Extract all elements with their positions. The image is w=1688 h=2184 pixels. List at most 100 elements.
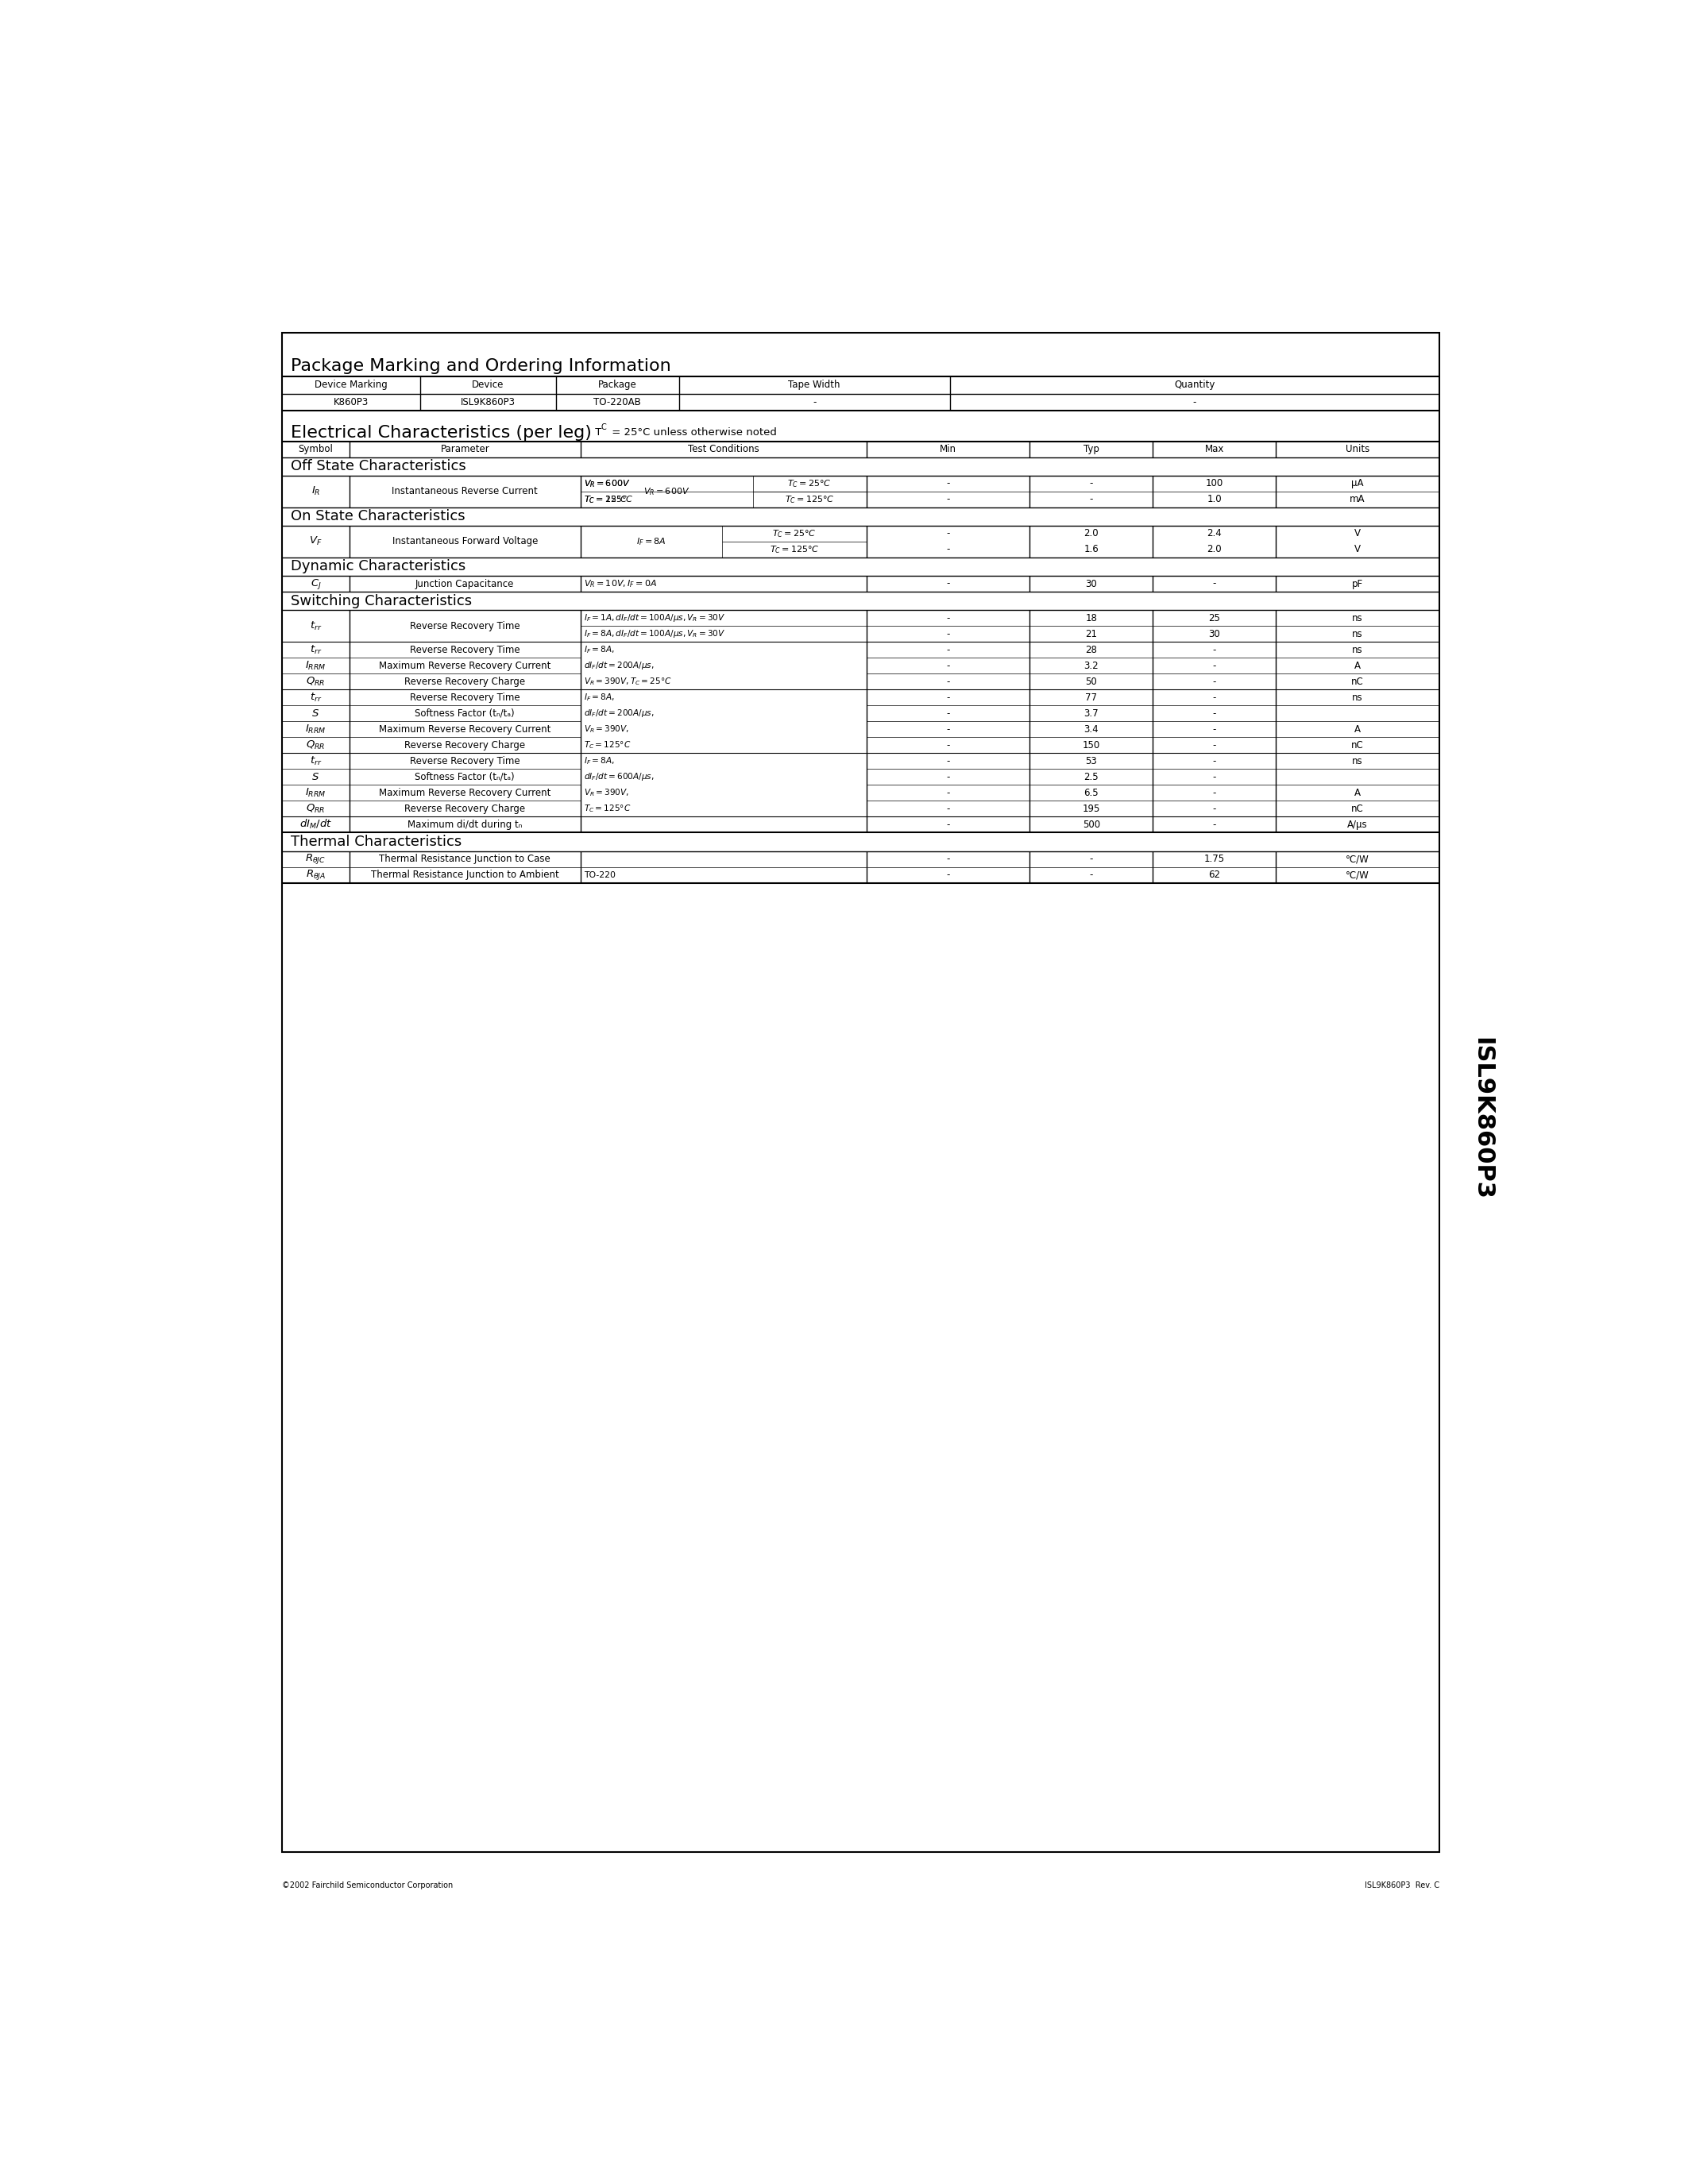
Text: $T_C = 25°C$: $T_C = 25°C$ [771,529,817,539]
Text: Maximum Reverse Recovery Current: Maximum Reverse Recovery Current [380,725,550,734]
Text: -: - [812,397,815,406]
Text: 1.6: 1.6 [1084,544,1099,555]
Bar [282,332,1440,1852]
Text: -: - [947,804,950,815]
Text: -: - [947,756,950,767]
Text: -: - [947,692,950,703]
Text: -: - [947,819,950,830]
Text: 28: 28 [1085,644,1097,655]
Text: -: - [1212,756,1215,767]
Text: A/μs: A/μs [1347,819,1367,830]
Text: -: - [1212,677,1215,686]
Text: Device: Device [473,380,505,391]
Text: $V_F$: $V_F$ [309,535,322,548]
Text: ns: ns [1352,644,1362,655]
Text: $I_F = 8A, dI_F/dt = 100A/μs, V_R = 30V$: $I_F = 8A, dI_F/dt = 100A/μs, V_R = 30V$ [584,629,726,640]
Text: A: A [1354,788,1361,797]
Text: $T_C = 25°C$: $T_C = 25°C$ [584,494,628,505]
Text: Instantaneous Forward Voltage: Instantaneous Forward Voltage [392,537,538,546]
Text: -: - [1212,579,1215,590]
Text: $T_C = 125°C$: $T_C = 125°C$ [584,740,631,751]
Text: $V_R = 600V$: $V_R = 600V$ [584,478,631,489]
Text: Device Marking: Device Marking [314,380,388,391]
Text: Reverse Recovery Time: Reverse Recovery Time [410,756,520,767]
Text: $V_R = 600V$: $V_R = 600V$ [584,478,631,489]
Text: -: - [947,478,950,489]
Text: Reverse Recovery Charge: Reverse Recovery Charge [405,804,525,815]
Text: Softness Factor (tₙ/tₐ): Softness Factor (tₙ/tₐ) [415,771,515,782]
Text: ©2002 Fairchild Semiconductor Corporation: ©2002 Fairchild Semiconductor Corporatio… [282,1883,452,1889]
Text: Tape Width: Tape Width [788,380,841,391]
Text: pF: pF [1352,579,1364,590]
Text: Reverse Recovery Time: Reverse Recovery Time [410,620,520,631]
Text: 150: 150 [1082,740,1101,751]
Text: 30: 30 [1085,579,1097,590]
Text: $I_F = 1A, dI_F/dt = 100A/μs, V_R = 30V$: $I_F = 1A, dI_F/dt = 100A/μs, V_R = 30V$ [584,612,726,625]
Text: ns: ns [1352,692,1362,703]
Text: $T_C = 25°C$: $T_C = 25°C$ [788,478,832,489]
Text: $V_R = 390V, T_C = 25°C$: $V_R = 390V, T_C = 25°C$ [584,677,672,688]
Text: $V_R = 390V,$: $V_R = 390V,$ [584,788,630,799]
Text: 77: 77 [1085,692,1097,703]
Text: -: - [947,644,950,655]
Text: 500: 500 [1082,819,1101,830]
Text: V: V [1354,544,1361,555]
Text: -: - [1212,644,1215,655]
Text: 100: 100 [1205,478,1224,489]
Text: Quantity: Quantity [1175,380,1215,391]
Text: 3.7: 3.7 [1084,708,1099,719]
Text: K860P3: K860P3 [334,397,368,406]
Text: $t_{rr}$: $t_{rr}$ [309,620,322,631]
Text: -: - [1090,854,1094,865]
Text: Symbol: Symbol [299,443,333,454]
Text: -: - [1212,819,1215,830]
Text: Dynamic Characteristics: Dynamic Characteristics [290,559,466,574]
Text: Off State Characteristics: Off State Characteristics [290,459,466,474]
Text: $I_{RRM}$: $I_{RRM}$ [306,786,326,799]
Text: -: - [947,529,950,539]
Text: C: C [601,424,606,430]
Text: -: - [947,544,950,555]
Text: $R_{\theta JC}$: $R_{\theta JC}$ [306,852,326,865]
Text: Test Conditions: Test Conditions [689,443,760,454]
Text: $t_{rr}$: $t_{rr}$ [309,692,322,703]
Text: $R_{\theta JA}$: $R_{\theta JA}$ [306,867,326,882]
Text: 18: 18 [1085,614,1097,622]
Text: -: - [947,869,950,880]
Text: -: - [1212,804,1215,815]
Text: Maximum Reverse Recovery Current: Maximum Reverse Recovery Current [380,788,550,797]
Text: ns: ns [1352,614,1362,622]
Text: -: - [947,660,950,670]
Text: $T_C = 125°C$: $T_C = 125°C$ [584,494,635,505]
Text: -: - [1212,708,1215,719]
Text: Electrical Characteristics (per leg): Electrical Characteristics (per leg) [290,424,592,441]
Text: A: A [1354,660,1361,670]
Text: $Q_{RR}$: $Q_{RR}$ [306,738,326,751]
Text: V: V [1354,529,1361,539]
Text: $Q_{RR}$: $Q_{RR}$ [306,804,326,815]
Text: Switching Characteristics: Switching Characteristics [290,594,473,607]
Text: ns: ns [1352,629,1362,640]
Text: 6.5: 6.5 [1084,788,1099,797]
Text: -: - [947,677,950,686]
Text: $S$: $S$ [312,771,319,782]
Text: Typ: Typ [1084,443,1099,454]
Text: nC: nC [1352,804,1364,815]
Text: $I_R$: $I_R$ [311,485,321,498]
Text: 30: 30 [1209,629,1220,640]
Text: $T_C = 125°C$: $T_C = 125°C$ [770,544,819,555]
Text: 25: 25 [1209,614,1220,622]
Text: Thermal Characteristics: Thermal Characteristics [290,834,463,850]
Text: $I_{RRM}$: $I_{RRM}$ [306,723,326,736]
Text: 1.0: 1.0 [1207,494,1222,505]
Text: ns: ns [1352,756,1362,767]
Text: = 25°C unless otherwise noted: = 25°C unless otherwise noted [608,428,776,437]
Text: Package Marking and Ordering Information: Package Marking and Ordering Information [290,358,672,373]
Text: $I_{RRM}$: $I_{RRM}$ [306,660,326,673]
Text: $V_R = 390V,$: $V_R = 390V,$ [584,723,630,734]
Text: μA: μA [1352,478,1364,489]
Text: -: - [1212,692,1215,703]
Text: $t_{rr}$: $t_{rr}$ [309,756,322,767]
Text: $S$: $S$ [312,708,319,719]
Text: TO-220: TO-220 [584,871,616,878]
